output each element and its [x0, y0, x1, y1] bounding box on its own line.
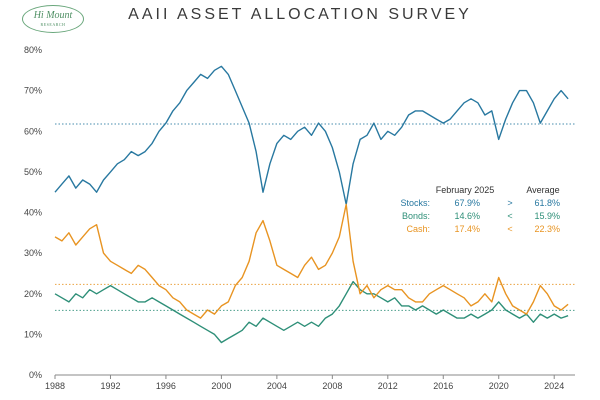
y-tick-label: 40%: [24, 208, 42, 218]
table-header-average: Average: [526, 185, 559, 195]
table-row-compare: >: [507, 198, 512, 208]
table-row-compare: <: [507, 211, 512, 221]
x-tick-label: 2024: [544, 381, 564, 391]
average-lines-layer: [55, 123, 575, 311]
x-tick-label: 1992: [100, 381, 120, 391]
logo-main-text: Hi Mount: [33, 10, 73, 21]
table-row-label: Bonds:: [402, 211, 430, 221]
logo-sub-text: RESEARCH: [40, 22, 66, 27]
x-tick-label: 2016: [433, 381, 453, 391]
table-row-average: 22.3%: [534, 224, 560, 234]
table-row-label: Cash:: [406, 224, 430, 234]
legend-table: February 2025 Average Stocks: 67.9% >61.8% Bo…: [400, 185, 560, 234]
series-line-stocks: [54, 65, 569, 206]
chart-title: AAII ASSET ALLOCATION SURVEY: [128, 6, 472, 23]
series-line-cash: [54, 203, 569, 319]
x-tick-label: 2020: [489, 381, 509, 391]
y-tick-label: 60%: [24, 126, 42, 136]
y-tick-label: 70%: [24, 86, 42, 96]
x-tick-label: 1988: [45, 381, 65, 391]
x-tick-label: 2000: [211, 381, 231, 391]
y-tick-label: 30%: [24, 248, 42, 258]
x-tick-label: 2008: [322, 381, 342, 391]
y-tick-label: 0%: [29, 370, 42, 380]
hi-mount-logo: Hi Mount RESEARCH: [22, 5, 84, 33]
series-layer: [54, 65, 569, 344]
y-tick-label: 20%: [24, 289, 42, 299]
x-tick-label: 2012: [378, 381, 398, 391]
y-tick-label: 50%: [24, 167, 42, 177]
y-tick-label: 10%: [24, 329, 42, 339]
x-tick-label: 1996: [156, 381, 176, 391]
series-line-bonds: [54, 280, 569, 344]
table-row-current: 67.9%: [454, 198, 480, 208]
table-row-compare: <: [507, 224, 512, 234]
table-row-current: 17.4%: [454, 224, 480, 234]
axes-layer: 0% 10% 20% 30% 40% 50% 60% 70% 80% 1988 1992 1996 20…: [24, 45, 575, 391]
table-header-current: February 2025: [436, 185, 495, 195]
table-row-label: Stocks:: [400, 198, 430, 208]
table-row-average: 61.8%: [534, 198, 560, 208]
x-tick-label: 2004: [267, 381, 287, 391]
table-row-average: 15.9%: [534, 211, 560, 221]
y-tick-label: 80%: [24, 45, 42, 55]
table-row-current: 14.6%: [454, 211, 480, 221]
